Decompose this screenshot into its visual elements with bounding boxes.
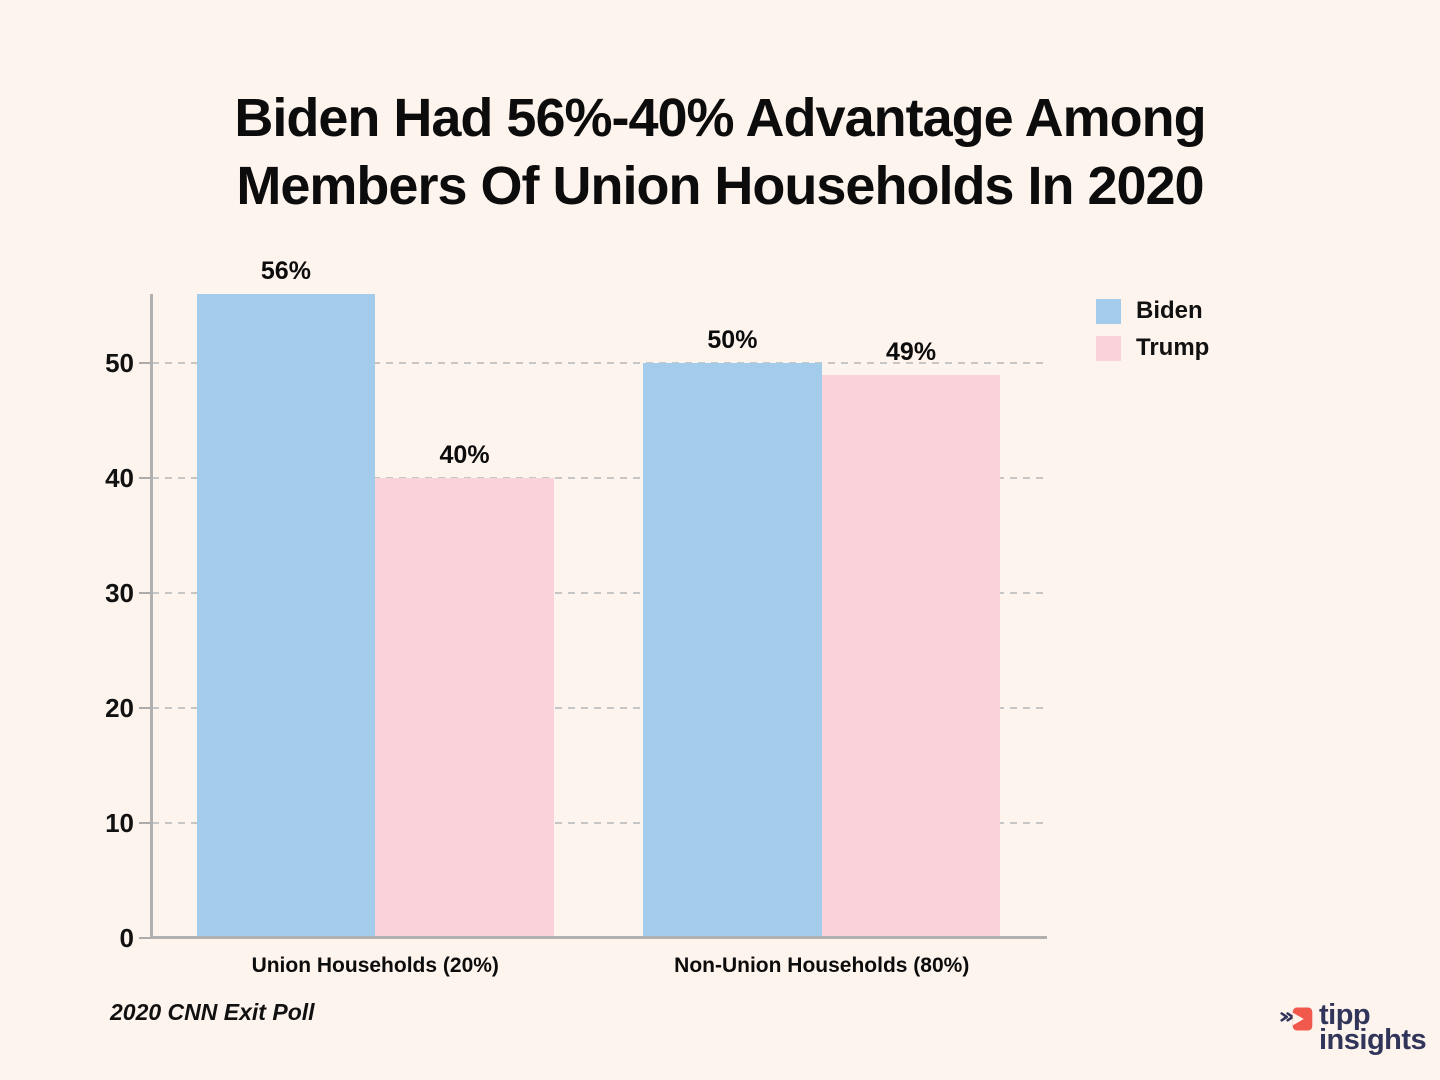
legend-item-biden: Biden [1096, 297, 1209, 325]
legend-label-biden: Biden [1136, 297, 1203, 324]
bar-value-label-trump-1: 49% [886, 337, 937, 366]
bar-value-label-biden-1: 50% [707, 326, 758, 354]
y-tick-10 [139, 822, 152, 824]
chart-title: Biden Had 56%-40% Advantage Among Member… [0, 84, 1440, 220]
brand-megaphone-icon [1280, 1007, 1313, 1031]
legend-swatch-biden [1096, 298, 1121, 324]
gridline-10 [152, 822, 1045, 824]
bar-trump-0 [375, 478, 554, 938]
y-tick-30 [139, 592, 152, 594]
x-axis [150, 936, 1047, 939]
gridline-50 [152, 362, 1045, 364]
bar-biden-1 [643, 363, 822, 938]
bar-value-label-trump-0: 40% [439, 441, 490, 469]
y-axis [150, 294, 153, 938]
legend-label-trump: Trump [1136, 334, 1210, 361]
chart-title-line-2: Members Of Union Households In 2020 [236, 156, 1204, 216]
legend: Biden Trump [1096, 297, 1209, 362]
y-tick-label-0: 0 [119, 923, 134, 953]
legend-item-trump: Trump [1096, 334, 1209, 362]
y-tick-label-40: 40 [105, 463, 134, 493]
y-tick-40 [139, 477, 152, 479]
gridline-20 [152, 707, 1045, 709]
brand-name: tipp insights [1319, 999, 1427, 1056]
bar-trump-1 [821, 374, 1001, 938]
legend-swatch-trump [1096, 335, 1121, 361]
chart-title-line-1: Biden Had 56%-40% Advantage Among [234, 88, 1206, 148]
bar-biden-0 [196, 294, 376, 938]
gridline-30 [152, 592, 1045, 594]
brand-name-line-1: tipp [1319, 999, 1371, 1031]
brand-name-line-2: insights [1319, 1024, 1427, 1056]
bar-value-label-biden-0: 56% [260, 257, 311, 285]
brand-logo: tipp insights [1280, 999, 1427, 1056]
source-note: 2020 CNN Exit Poll [110, 999, 315, 1025]
category-label-1: Non-Union Households (80%) [674, 954, 970, 977]
y-tick-label-30: 30 [105, 578, 134, 608]
category-label-0: Union Households (20%) [251, 954, 499, 977]
y-tick-0 [139, 937, 152, 939]
y-tick-50 [139, 362, 152, 364]
y-tick-label-10: 10 [105, 808, 134, 838]
y-tick-label-20: 20 [105, 693, 134, 723]
y-tick-20 [139, 707, 152, 709]
y-tick-label-50: 50 [105, 348, 134, 378]
gridline-40 [152, 477, 1045, 479]
